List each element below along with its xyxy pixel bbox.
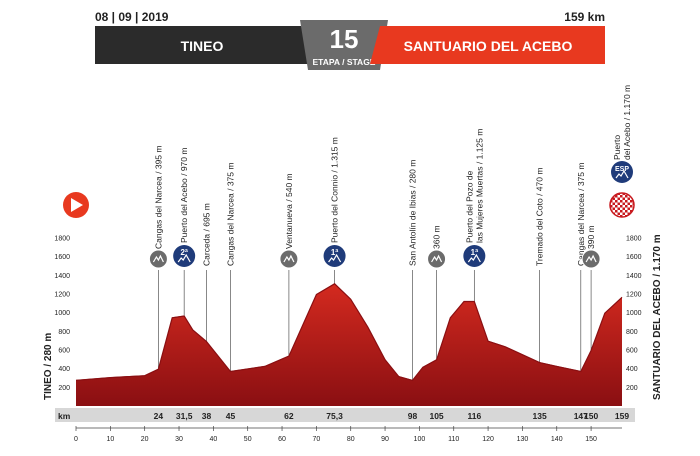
mountain-icon	[328, 253, 342, 263]
waypoint-label: Tremado del Coto / 470 m	[535, 168, 545, 266]
y-tick-label-left: 1800	[54, 236, 70, 243]
y-tick-label-left: 1200	[54, 292, 70, 299]
km-strip	[55, 408, 635, 422]
start-town: TINEO	[181, 38, 224, 54]
profile-area	[75, 283, 623, 406]
waypoint-label: Puerto	[612, 135, 622, 160]
y-tick-label-left: 600	[58, 348, 70, 355]
km-marker: 135	[532, 411, 546, 421]
mountain-icon	[615, 169, 629, 179]
waypoint-label: Cangas del Narcea / 375 m	[576, 163, 586, 266]
x-tick-label: 30	[175, 436, 183, 443]
waypoint-label: Cangas del Narcea / 375 m	[226, 163, 236, 266]
special-category-text: ESP	[615, 166, 629, 173]
y-tick-label-left: 200	[58, 385, 70, 392]
mountain-icon	[585, 254, 597, 263]
waypoint-label: del Acebo / 1.170 m	[622, 85, 632, 160]
waypoint-badges: 2ª 1ª 1ª ESP	[148, 161, 635, 269]
y-tick-label-left: 800	[58, 329, 70, 336]
climb-category-text: 1ª	[331, 248, 338, 257]
x-tick-label: 20	[141, 436, 149, 443]
mountain-icon	[283, 254, 295, 263]
x-tick-label: 110	[448, 436, 459, 443]
waypoint-label: Carceda / 695 m	[201, 203, 211, 266]
mountain-icon	[467, 253, 481, 263]
y-tick-label-right: 400	[626, 366, 638, 373]
waypoint-label: las Mujeres Muertas / 1.125 m	[474, 129, 484, 243]
waypoint-label: 360 m	[432, 225, 442, 249]
km-marker: 105	[429, 411, 443, 421]
km-marker: 38	[202, 411, 212, 421]
finish-side-label: SANTUARIO DEL ACEBO / 1.170 m	[652, 234, 663, 400]
waypoint-label: Puerto del Pozo de	[464, 170, 474, 243]
waypoint-label: Cangas del Narcea / 395 m	[153, 146, 163, 249]
x-tick-label: 10	[106, 436, 114, 443]
km-marker: 75,3	[326, 411, 343, 421]
x-axis: 0 10 20 30 40 50 60 70 80 90 100 110 120 130 140 150	[74, 426, 622, 443]
mountain-icon	[152, 254, 164, 263]
x-tick-label: 120	[482, 436, 494, 443]
finish-town: SANTUARIO DEL ACEBO	[404, 38, 573, 54]
km-marker: 147	[574, 411, 588, 421]
y-axis-right: 200 400 600 800 1000 1200 1400 1600 1800	[626, 236, 642, 392]
y-tick-label-right: 1600	[626, 254, 642, 261]
x-tick-label: 100	[414, 436, 426, 443]
mountain-icon	[431, 254, 443, 263]
x-tick-label: 90	[381, 436, 389, 443]
y-tick-label-right: 1400	[626, 273, 642, 280]
x-tick-label: 140	[551, 436, 563, 443]
km-marker: 31,5	[176, 411, 193, 421]
climb-category-text: 1ª	[471, 248, 478, 257]
y-tick-label-right: 600	[626, 348, 638, 355]
x-tick-label: 130	[517, 436, 529, 443]
play-icon	[71, 198, 83, 212]
stage-distance: 159 km	[564, 10, 605, 24]
km-marker: 24	[154, 411, 164, 421]
x-tick-label: 0	[74, 436, 78, 443]
x-tick-label: 40	[209, 436, 217, 443]
finish-flag-icon	[609, 192, 635, 218]
km-marker: 62	[284, 411, 294, 421]
stage-number-badge	[300, 20, 388, 70]
start-banner	[95, 26, 320, 64]
waypoint-label: Puerto del Connio / 1.315 m	[330, 137, 340, 243]
finish-banner	[370, 26, 605, 64]
km-axis-label: km	[58, 411, 71, 421]
km-marker: 116	[467, 411, 481, 421]
y-axis-left: 200 400 600 800 1000 1200 1400 1600 1800	[54, 236, 70, 392]
waypoint-label: 390 m	[586, 225, 596, 249]
stage-date: 08 | 09 | 2019	[95, 10, 169, 24]
y-tick-label-right: 800	[626, 329, 638, 336]
y-tick-label-left: 1400	[54, 273, 70, 280]
y-tick-label-right: 200	[626, 385, 638, 392]
y-tick-label-left: 400	[58, 366, 70, 373]
waypoint-label: Puerto del Acebo / 970 m	[179, 148, 189, 243]
x-tick-label: 50	[244, 436, 252, 443]
y-tick-label-left: 1600	[54, 254, 70, 261]
start-side-label: TINEO / 280 m	[43, 333, 54, 400]
y-tick-label-right: 1000	[626, 310, 642, 317]
x-tick-label: 70	[312, 436, 320, 443]
y-tick-label-right: 1200	[626, 292, 642, 299]
waypoint-label: San Antolín de Ibias / 280 m	[408, 160, 418, 266]
mountain-icon	[177, 253, 191, 263]
km-marker: 159	[615, 411, 629, 421]
elevation-line	[75, 283, 623, 382]
waypoint-labels: Cangas del Narcea / 395 m Puerto del Aceb…	[153, 85, 632, 266]
stage-number: 15	[330, 24, 359, 54]
x-tick-label: 80	[347, 436, 355, 443]
x-tick-label: 60	[278, 436, 286, 443]
waypoint-label: Ventanueva / 540 m	[284, 173, 294, 249]
x-tick-label: 150	[585, 436, 597, 443]
km-marker: 98	[408, 411, 418, 421]
km-marker: 45	[226, 411, 236, 421]
elevation-area	[76, 283, 622, 406]
stage-label: ETAPA / STAGE	[313, 57, 376, 67]
y-tick-label-right: 1800	[626, 236, 642, 243]
climb-category-text: 2ª	[180, 248, 187, 257]
y-tick-label-left: 1000	[54, 310, 70, 317]
km-marker: 150	[584, 411, 598, 421]
